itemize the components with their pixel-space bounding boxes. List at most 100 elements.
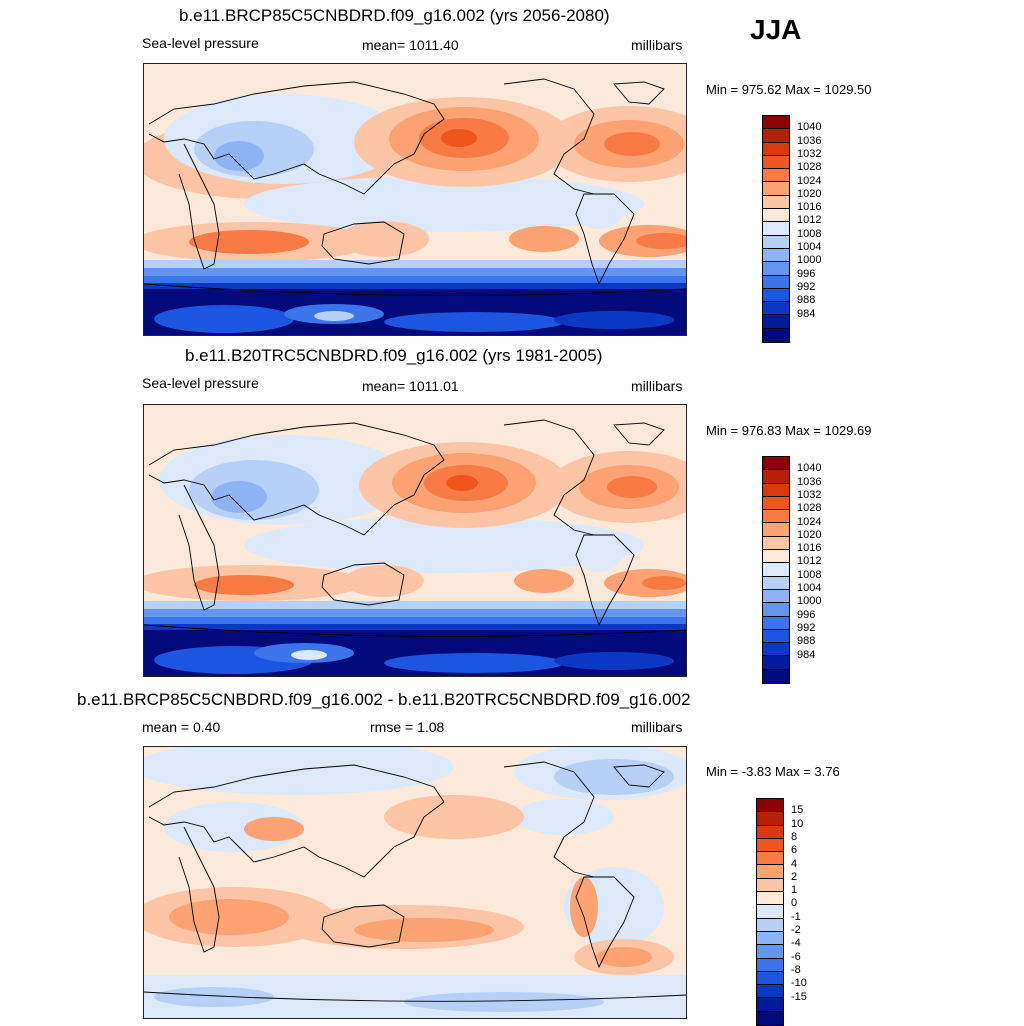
panel3-colorbar-swatch xyxy=(757,825,783,839)
panel1-colorbar-swatch xyxy=(763,209,789,223)
panel1-colorbar-swatch xyxy=(763,288,789,303)
panel2-colorbar-swatch xyxy=(763,523,789,537)
panel2-colorbar-swatch xyxy=(763,616,789,630)
panel3-colorbar-swatch xyxy=(757,905,783,919)
panel3-colorbar-tick-label: 15 xyxy=(791,804,804,817)
panel3-colorbar-swatch xyxy=(757,892,783,906)
panel1-colorbar-swatch xyxy=(763,182,789,196)
panel1-minmax: Min = 975.62 Max = 1029.50 xyxy=(706,82,872,97)
panel3-title: b.e11.BRCP85C5CNBDRD.f09_g16.002 - b.e11… xyxy=(77,690,691,709)
panel2-colorbar-tick-label: 996 xyxy=(797,608,816,621)
panel2-colorbar-tick-label: 992 xyxy=(797,621,816,634)
panel3-colorbar-labels: 15 10 8 6 4 2 1 0 -1 -2 -4 -6 -8 -10 -15 xyxy=(791,798,851,1014)
panel1-colorbar-labels: 1040 1036 1032 1028 1024 1020 1016 1012 1008 1004… xyxy=(797,115,857,331)
panel3-colorbar-tick-label: 0 xyxy=(791,897,798,910)
panel1-colorbar-swatch xyxy=(763,169,789,183)
panel3-colorbar-swatch xyxy=(757,838,783,853)
panel2-colorbar-swatch xyxy=(763,536,789,551)
panel2-mean-label: mean= 1011.01 xyxy=(362,378,459,394)
panel3-colorbar-tick-label: -6 xyxy=(791,950,801,963)
panel3-colorbar-tick-label: 4 xyxy=(791,857,798,870)
panel1-colorbar-swatch xyxy=(763,235,789,249)
panel1-colorbar-tick-label: 1024 xyxy=(797,174,822,187)
panel2-colorbar-swatch xyxy=(763,563,789,577)
panel1-contour-field xyxy=(144,64,686,335)
panel3-colorbar-tick-label: 2 xyxy=(791,870,798,883)
season-label: JJA xyxy=(750,14,802,45)
panel2-colorbar-tick-label: 1024 xyxy=(797,515,822,528)
panel1-colorbar-swatch xyxy=(763,275,789,289)
panel2-colorbar-swatch xyxy=(763,603,789,617)
panel1-map xyxy=(143,63,687,336)
panel3-colorbar-swatch xyxy=(757,1011,783,1026)
panel2-colorbar-swatch xyxy=(763,643,789,657)
panel1-colorbar-tick-label: 1004 xyxy=(797,241,822,253)
panel2-colorbar-swatch xyxy=(763,483,789,497)
panel1-colorbar-swatch xyxy=(763,116,789,130)
panel2-colorbar-swatch xyxy=(763,457,789,471)
panel3-colorbar-swatch xyxy=(757,971,783,986)
panel3-colorbar-tick-label: 6 xyxy=(791,844,798,857)
panel2-colorbar-labels: 1040 1036 1032 1028 1024 1020 1016 1012 1008 1004… xyxy=(797,456,857,672)
panel1-colorbar-swatch xyxy=(763,142,789,156)
panel1-left-label: Sea-level pressure xyxy=(142,35,259,51)
panel1-colorbar-swatch xyxy=(763,302,789,316)
panel3-mean-label: mean = 0.40 xyxy=(142,719,221,735)
panel3-colorbar-tick-label: -8 xyxy=(791,963,801,976)
panel2-colorbar-swatch xyxy=(763,589,789,604)
panel1-title: b.e11.BRCP85C5CNBDRD.f09_g16.002 (yrs 20… xyxy=(179,6,610,25)
panel1-colorbar-tick-label: 1000 xyxy=(797,254,822,267)
panel3-colorbar-tick-label: -4 xyxy=(791,937,801,950)
panel1-colorbar xyxy=(762,115,790,344)
panel3-colorbar-tick-label: -15 xyxy=(791,990,807,1003)
panel1-colorbar-tick-label: 1040 xyxy=(797,121,822,134)
panel2-colorbar-swatch xyxy=(763,629,789,644)
panel2-colorbar-tick-label: 1036 xyxy=(797,475,822,488)
panel1-colorbar-swatch xyxy=(763,328,789,343)
panel1-colorbar-tick-label: 1012 xyxy=(797,214,822,227)
panel3-colorbar-tick-label: -10 xyxy=(791,977,807,990)
panel1-colorbar-swatch xyxy=(763,195,789,210)
panel2-contour-field xyxy=(144,405,686,676)
panel3-colorbar-swatch xyxy=(757,918,783,932)
panel1-colorbar-swatch xyxy=(763,248,789,263)
panel3-contour-field xyxy=(144,747,686,1018)
panel1-colorbar-tick-label: 1020 xyxy=(797,187,822,200)
panel2-minmax: Min = 976.83 Max = 1029.69 xyxy=(706,423,872,438)
panel2-colorbar-tick-label: 988 xyxy=(797,635,816,648)
panel1-colorbar-swatch xyxy=(763,129,789,143)
panel3-colorbar-tick-label: 1 xyxy=(791,884,798,897)
panel3-colorbar-swatch xyxy=(757,985,783,999)
panel1-colorbar-tick-label: 1028 xyxy=(797,161,822,174)
panel2-colorbar-tick-label: 1020 xyxy=(797,528,822,541)
panel2-colorbar-tick-label: 1000 xyxy=(797,595,822,608)
panel2-colorbar-tick-label: 1040 xyxy=(797,462,822,475)
panel3-colorbar-swatch xyxy=(757,945,783,959)
panel1-colorbar-tick-label: 1032 xyxy=(797,147,822,160)
panel2-colorbar-tick-label: 1008 xyxy=(797,568,822,581)
panel3-minmax: Min = -3.83 Max = 3.76 xyxy=(706,764,840,779)
panel2-colorbar-swatch xyxy=(763,576,789,590)
panel1-units-label: millibars xyxy=(631,37,683,53)
panel2-colorbar-swatch xyxy=(763,510,789,524)
panel2-colorbar-swatch xyxy=(763,496,789,511)
panel1-colorbar-swatch xyxy=(763,222,789,236)
panel3-map xyxy=(143,746,687,1019)
panel3-colorbar-tick-label: 10 xyxy=(791,817,804,830)
panel1-colorbar-tick-label: 1036 xyxy=(797,134,822,147)
panel2-title: b.e11.B20TRC5CNBDRD.f09_g16.002 (yrs 198… xyxy=(185,346,603,365)
panel2-colorbar-tick-label: 1032 xyxy=(797,488,822,501)
panel2-colorbar-tick-label: 1016 xyxy=(797,542,822,555)
panel3-colorbar-swatch xyxy=(757,812,783,826)
panel1-colorbar-swatch xyxy=(763,155,789,170)
panel3-colorbar-swatch xyxy=(757,998,783,1012)
panel3-colorbar xyxy=(756,798,784,1026)
panel1-colorbar-tick-label: 988 xyxy=(797,294,816,307)
panel2-map xyxy=(143,404,687,677)
panel3-colorbar-swatch xyxy=(757,931,783,946)
panel3-rmse-label: rmse = 1.08 xyxy=(370,719,445,735)
panel1-colorbar-tick-label: 996 xyxy=(797,267,816,280)
panel2-colorbar-swatch xyxy=(763,656,789,670)
panel1-colorbar-tick-label: 1008 xyxy=(797,227,822,240)
panel2-colorbar-tick-label: 1004 xyxy=(797,582,822,594)
